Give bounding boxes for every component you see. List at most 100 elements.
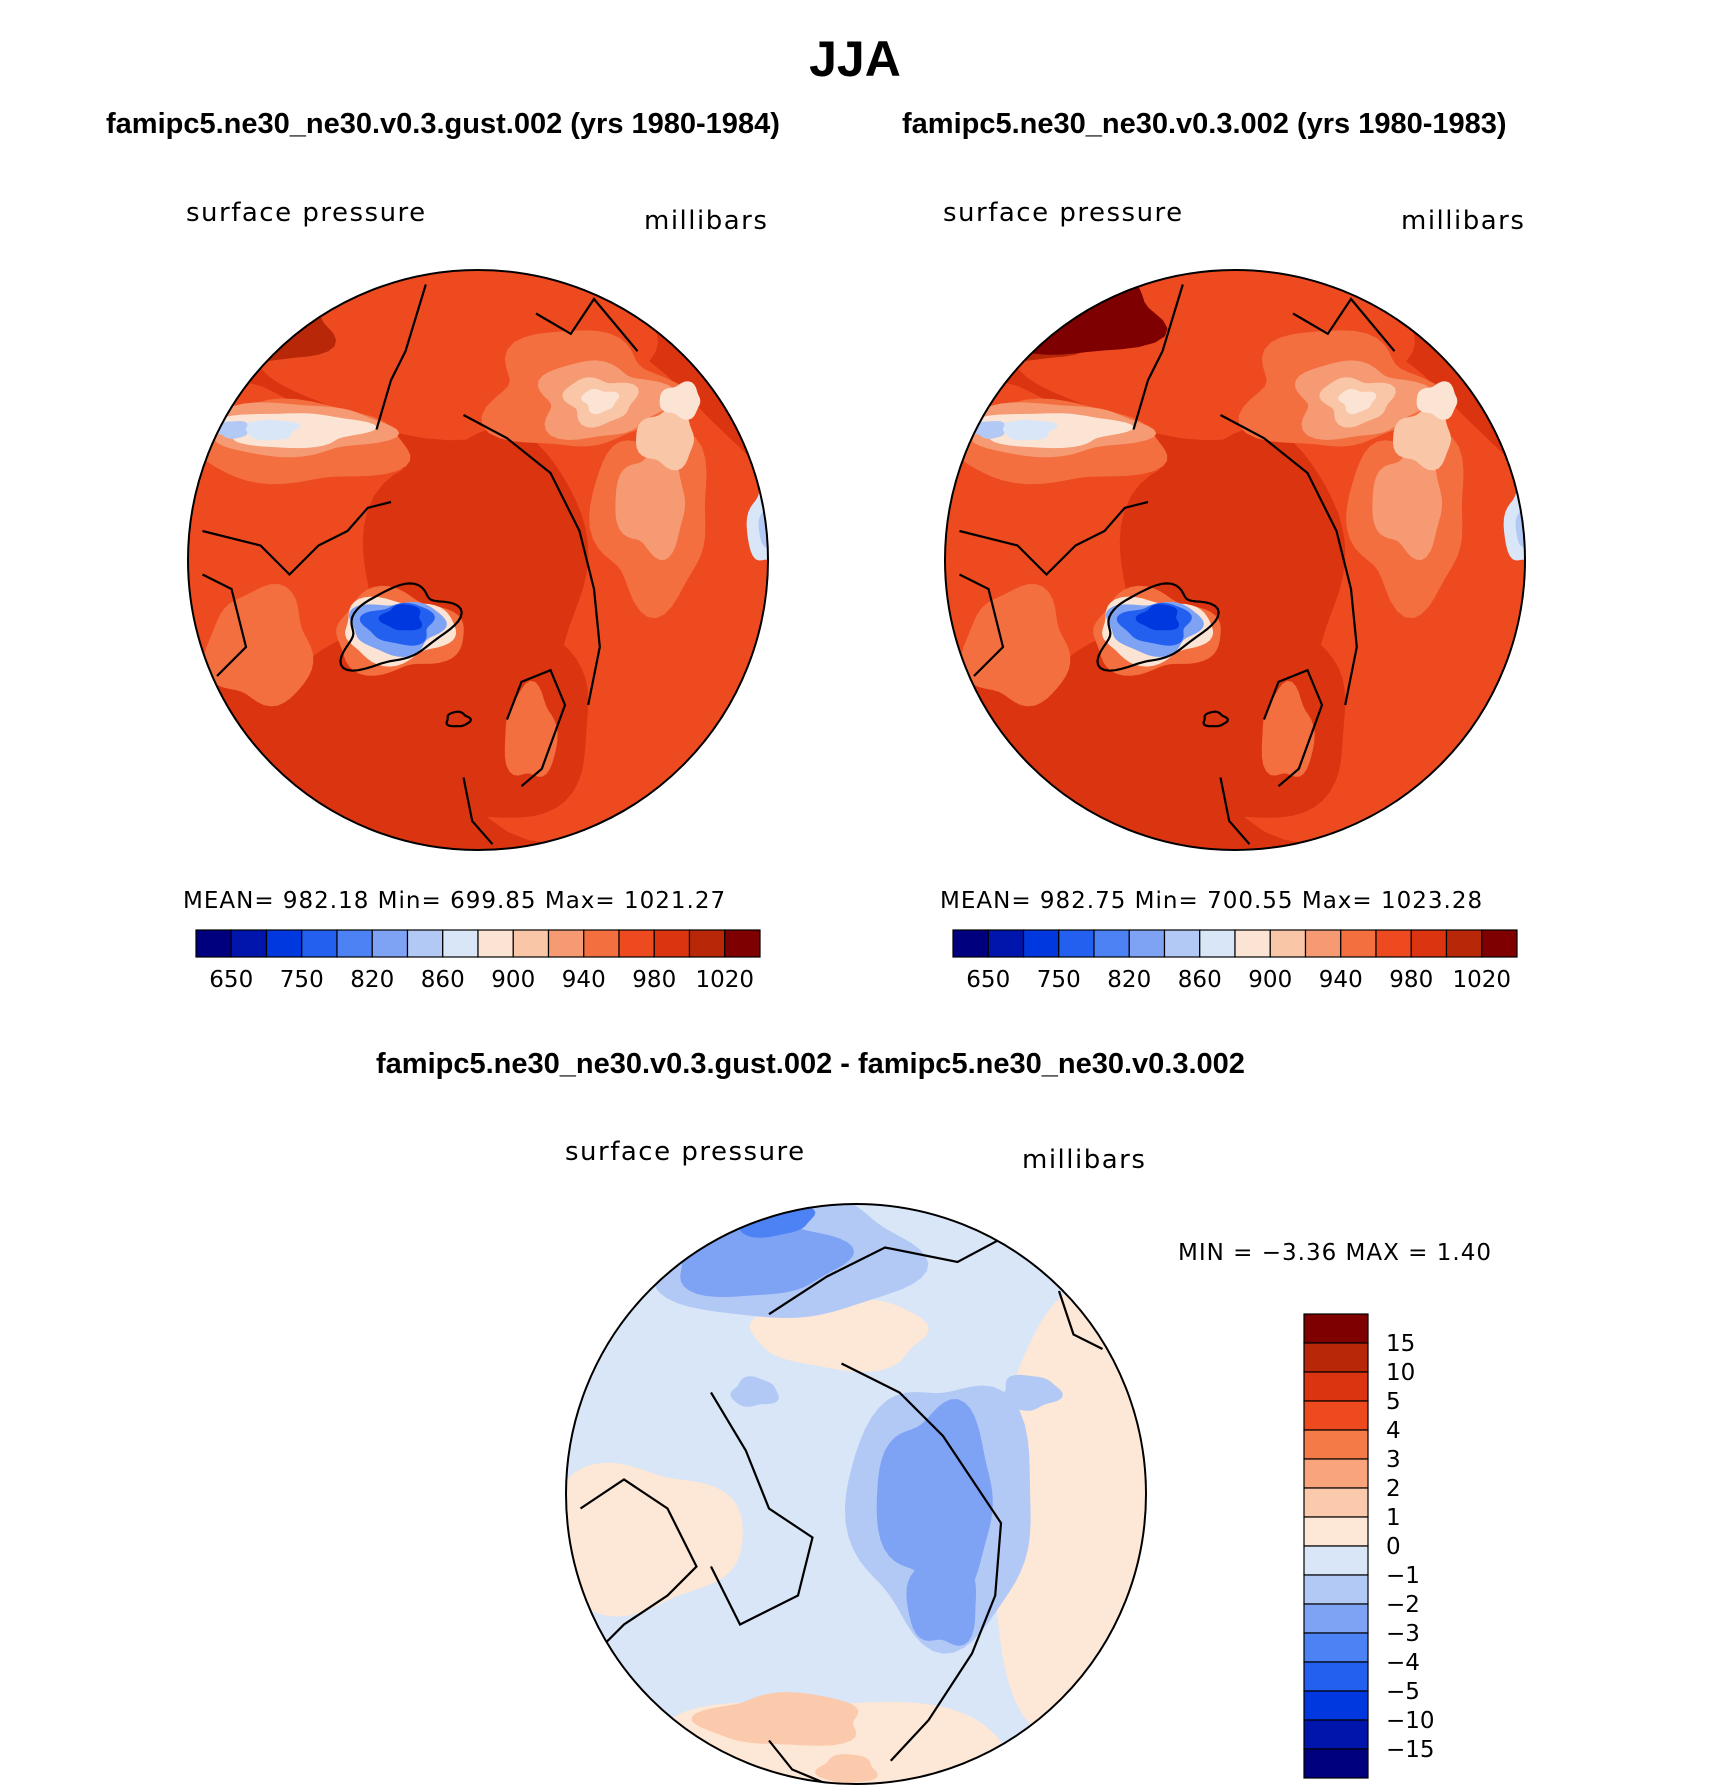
coastline xyxy=(959,500,1149,577)
coastline xyxy=(1132,284,1184,430)
panel-1-units-label: millibars xyxy=(644,206,769,236)
colorbar-swatch xyxy=(952,929,989,958)
colorbar-swatch xyxy=(301,929,338,958)
colorbar-tick-label: 650 xyxy=(966,967,1010,993)
field-band xyxy=(906,1535,976,1646)
colorbar-swatch xyxy=(1303,1400,1369,1431)
colorbar-tick-label: 3 xyxy=(1386,1447,1401,1473)
colorbar-tick-label: 650 xyxy=(209,967,253,993)
field-band xyxy=(203,584,314,707)
colorbar-tick-label: 750 xyxy=(1037,967,1081,993)
field-band xyxy=(993,419,1058,441)
panel-1-stats: MEAN= 982.18 Min= 699.85 Max= 1021.27 xyxy=(183,888,727,914)
map-boundary xyxy=(565,1203,1147,1785)
colorbar-tick-label: 10 xyxy=(1386,1360,1415,1386)
colorbar-swatch xyxy=(1022,929,1060,958)
coastline xyxy=(505,668,567,788)
map-field xyxy=(945,270,1525,850)
colorbar-tick-label: 5 xyxy=(1386,1389,1401,1415)
field-band xyxy=(960,584,1071,707)
colorbar-tick-label: 15 xyxy=(1386,1331,1415,1357)
colorbar-swatch xyxy=(724,929,761,958)
field-band xyxy=(504,680,558,777)
colorbar-tick-label: −5 xyxy=(1386,1679,1420,1705)
colorbar-swatch xyxy=(547,929,585,958)
panel-3-title: famipc5.ne30_ne30.v0.3.gust.002 - famipc… xyxy=(376,1048,1245,1080)
colorbar-swatch xyxy=(1303,1690,1369,1721)
colorbar-tick-label: −3 xyxy=(1386,1621,1420,1647)
colorbar-tick-label: 980 xyxy=(1389,967,1433,993)
colorbar-tick-label: 860 xyxy=(1178,967,1222,993)
colorbar-swatch xyxy=(371,929,409,958)
coastlines xyxy=(579,1237,1103,1784)
panel-3-stats: MIN = −3.36 MAX = 1.40 xyxy=(1178,1240,1492,1266)
coastline xyxy=(1057,1290,1103,1350)
coastline xyxy=(768,1237,1002,1316)
colorbar-tick-label: 940 xyxy=(1319,967,1363,993)
colorbar-swatch xyxy=(406,929,444,958)
page-title: JJA xyxy=(809,31,901,87)
colorbar-swatch xyxy=(1303,1313,1369,1344)
field-band xyxy=(1416,381,1458,420)
coastline xyxy=(339,582,463,672)
colorbar-swatch xyxy=(1199,929,1236,958)
colorbar-swatch xyxy=(1303,1748,1369,1779)
colorbar-tick-label: 2 xyxy=(1386,1476,1401,1502)
colorbar-tick-label: 860 xyxy=(421,967,465,993)
colorbar-swatch xyxy=(1481,929,1518,958)
colorbar-swatch xyxy=(230,929,268,958)
colorbar-swatch xyxy=(1303,1603,1369,1634)
colorbar-tick-label: −4 xyxy=(1386,1650,1420,1676)
field-band xyxy=(378,604,423,631)
coastline xyxy=(445,710,473,728)
coastline xyxy=(1292,297,1396,352)
field-band xyxy=(815,1754,878,1784)
panel-2-units-label: millibars xyxy=(1401,206,1526,236)
colorbar-swatch xyxy=(1303,1574,1369,1605)
colorbar-swatch xyxy=(1163,929,1201,958)
colorbar-tick-label: 900 xyxy=(1248,967,1292,993)
colorbar-swatch xyxy=(1303,1516,1369,1547)
colorbar-tick-label: 820 xyxy=(350,967,394,993)
colorbar-swatch xyxy=(688,929,726,958)
colorbar-swatch xyxy=(1303,1429,1369,1460)
colorbar-tick-label: −10 xyxy=(1386,1708,1435,1734)
colorbar-swatch xyxy=(1303,1487,1369,1518)
field-band xyxy=(1261,680,1315,777)
coastline xyxy=(710,1391,814,1626)
panel-1-variable-label: surface pressure xyxy=(186,198,427,228)
map-boundary xyxy=(187,269,769,851)
coastline xyxy=(462,777,494,845)
coastline xyxy=(462,414,601,706)
coastline xyxy=(375,284,427,430)
coastline xyxy=(535,297,639,352)
coastline xyxy=(1219,414,1358,706)
field-band xyxy=(1002,1374,1063,1411)
colorbar-tick-label: 820 xyxy=(1107,967,1151,993)
colorbar-swatch xyxy=(1410,929,1448,958)
colorbar-swatch xyxy=(477,929,514,958)
map-boundary xyxy=(944,269,1526,851)
colorbar-swatch xyxy=(195,929,232,958)
panel-1-title: famipc5.ne30_ne30.v0.3.gust.002 (yrs 198… xyxy=(106,108,780,140)
colorbar-swatch xyxy=(1304,929,1342,958)
colorbar-tick-label: 1020 xyxy=(695,967,754,993)
colorbar-swatch xyxy=(1303,1632,1369,1663)
coastline xyxy=(1219,777,1251,845)
panel-2-title: famipc5.ne30_ne30.v0.3.002 (yrs 1980-198… xyxy=(902,108,1507,140)
field-band xyxy=(1372,444,1443,560)
field-band xyxy=(659,381,701,420)
field-band xyxy=(581,388,620,415)
colorbar-swatch xyxy=(336,929,373,958)
coastline xyxy=(768,1739,828,1784)
colorbar-tick-label: 940 xyxy=(562,967,606,993)
colorbar-swatch xyxy=(1303,1342,1369,1373)
panel-3-units-label: millibars xyxy=(1022,1145,1147,1175)
colorbar-swatch xyxy=(512,929,550,958)
coastline xyxy=(202,500,392,577)
colorbar-swatch xyxy=(1058,929,1095,958)
colorbar-swatch xyxy=(1234,929,1271,958)
